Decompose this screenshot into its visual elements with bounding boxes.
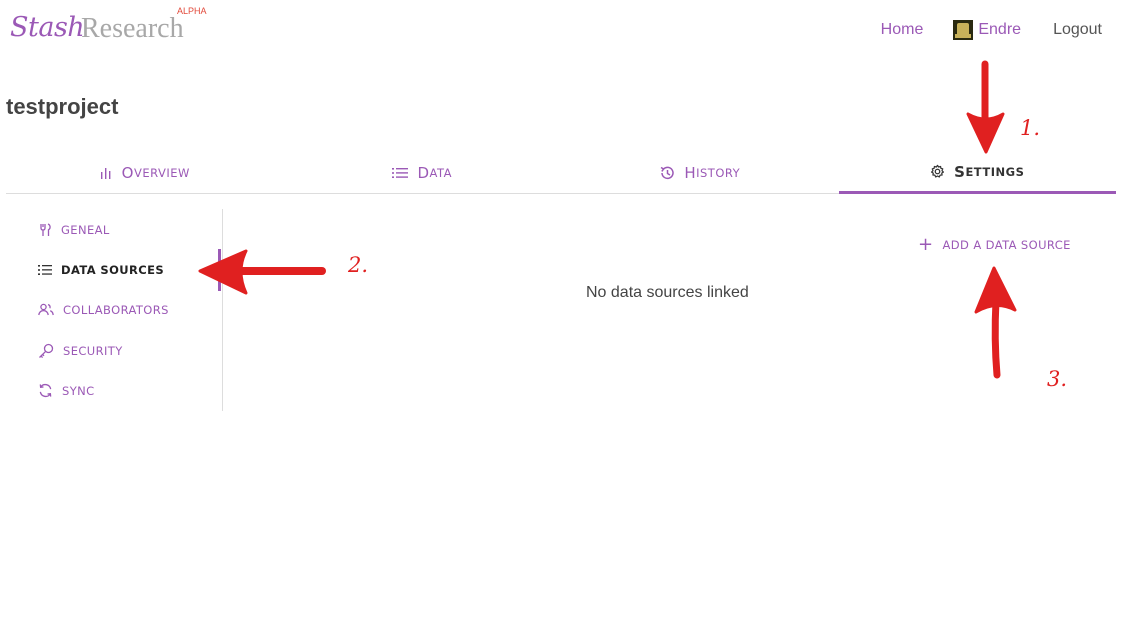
tab-overview-label-first: O: [121, 163, 134, 182]
tab-settings[interactable]: Settings: [838, 152, 1116, 194]
gear-icon: [931, 164, 945, 178]
users-icon: [38, 303, 54, 316]
list-icon: [392, 167, 409, 178]
annotation-arrow-1: [966, 60, 1005, 154]
settings-sidebar: geneal data sources collaborators securi…: [6, 209, 223, 411]
alpha-badge: ALPHA: [177, 6, 207, 16]
sidebar-item-collaborators[interactable]: collaborators: [38, 303, 169, 317]
tab-data-label-first: D: [417, 163, 430, 182]
tab-data-label-rest: ata: [429, 165, 453, 180]
add-data-source-button[interactable]: + add a data source: [918, 236, 1071, 254]
annotation-arrow-3: [974, 266, 1017, 379]
annotation-number-3: 3.: [1047, 367, 1068, 391]
sidebar-item-general-label: geneal: [61, 223, 110, 237]
top-navigation: Home Endre Logout: [881, 20, 1102, 40]
empty-state-message: No data sources linked: [586, 284, 749, 301]
sidebar-item-data-sources-label: data sources: [61, 263, 165, 277]
tab-history[interactable]: History: [561, 152, 839, 193]
logout-link[interactable]: Logout: [1053, 21, 1102, 38]
history-icon: [660, 166, 675, 179]
sidebar-item-general[interactable]: geneal: [38, 223, 110, 237]
sync-icon: [39, 383, 52, 398]
tab-overview-label-rest: verview: [133, 165, 190, 180]
logo-text-research: Research: [81, 13, 184, 44]
tab-settings-label-rest: ettings: [965, 164, 1025, 179]
logo-text-stash: Stash: [10, 12, 85, 43]
tab-overview[interactable]: Overview: [6, 152, 284, 193]
tab-history-label-rest: istory: [696, 165, 741, 180]
sidebar-item-data-sources[interactable]: data sources: [38, 263, 164, 277]
tab-settings-label-first: S: [954, 162, 966, 181]
page-title: testproject: [6, 94, 119, 119]
sidebar-item-sync-label: sync: [62, 383, 95, 398]
sidebar-item-security[interactable]: security: [38, 343, 123, 359]
annotation-number-1: 1.: [1020, 116, 1041, 140]
home-link[interactable]: Home: [880, 21, 924, 38]
annotation-number-2: 2.: [348, 253, 369, 277]
plus-icon: +: [918, 234, 934, 255]
bar-chart-icon: [100, 167, 111, 179]
key-icon: [39, 343, 54, 359]
user-menu-link[interactable]: Endre: [953, 20, 1021, 40]
list-icon: [38, 265, 52, 275]
sidebar-item-security-label: security: [63, 344, 123, 358]
active-item-marker: [218, 249, 221, 291]
avatar: [953, 20, 974, 40]
user-name: Endre: [978, 21, 1022, 38]
tab-history-label-first: H: [684, 163, 697, 182]
add-data-source-label: add a data source: [942, 238, 1071, 252]
tab-data[interactable]: Data: [284, 152, 562, 193]
brand-logo[interactable]: Stash Research ALPHA: [10, 6, 210, 46]
sidebar-item-collaborators-label: collaborators: [63, 303, 169, 317]
sidebar-item-sync[interactable]: sync: [38, 383, 95, 398]
project-tabs: Overview Data History Settings: [6, 152, 1116, 194]
tools-icon: [40, 223, 51, 236]
